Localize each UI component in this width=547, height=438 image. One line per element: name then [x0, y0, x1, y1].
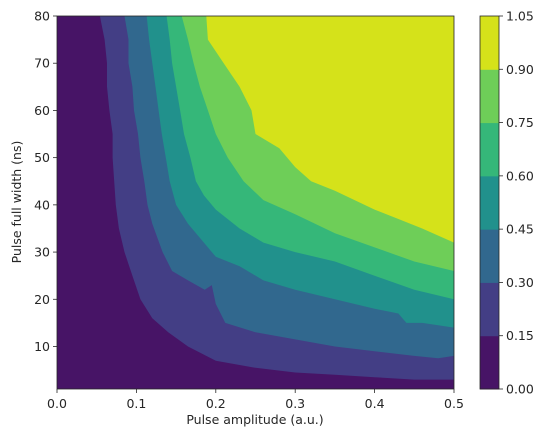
y-axis: 10 20 30 40 50 60 70 80	[34, 9, 57, 354]
x-tick-label: 0.4	[365, 396, 385, 411]
plot-frame	[56, 15, 455, 390]
x-axis-label: Pulse amplitude (a.u.)	[186, 412, 323, 427]
x-tick-label: 0.5	[444, 396, 464, 411]
colorbar-tick-label: 0.15	[506, 328, 534, 343]
y-tick-label: 50	[34, 150, 50, 165]
colorbar-segment	[480, 122, 499, 177]
x-tick-label: 0.0	[47, 396, 67, 411]
colorbar-tick-label: 0.90	[506, 62, 534, 77]
colorbar-tick-label: 1.05	[506, 9, 534, 24]
y-tick-label: 10	[34, 339, 50, 354]
colorbar-segment	[480, 175, 499, 230]
x-axis: 0.0 0.1 0.2 0.3 0.4 0.5	[47, 389, 464, 411]
y-tick-label: 40	[34, 197, 50, 212]
y-tick-label: 20	[34, 292, 50, 307]
colorbar-segment	[480, 282, 499, 337]
colorbar: 0.00 0.15 0.30 0.45 0.60 0.75 0.90 1.05	[479, 9, 534, 397]
x-tick-label: 0.3	[285, 396, 305, 411]
y-tick-label: 80	[34, 9, 50, 24]
colorbar-segment	[480, 335, 499, 390]
y-tick-label: 70	[34, 56, 50, 71]
x-tick-label: 0.1	[126, 396, 146, 411]
colorbar-segment	[480, 69, 499, 124]
colorbar-tick-label: 0.45	[506, 222, 534, 237]
contour-band-0.90-1.05	[206, 16, 454, 243]
y-tick-label: 60	[34, 103, 50, 118]
y-axis-label: Pulse full width (ns)	[9, 141, 24, 264]
colorbar-tick-label: 0.30	[506, 275, 534, 290]
colorbar-tick-label: 0.75	[506, 115, 534, 130]
colorbar-tick-label: 0.60	[506, 168, 534, 183]
x-tick-label: 0.2	[206, 396, 226, 411]
colorbar-segment	[480, 229, 499, 283]
y-tick-label: 30	[34, 245, 50, 260]
colorbar-frame	[479, 15, 500, 390]
colorbar-tick-label: 0.00	[506, 382, 534, 397]
plot-area	[56, 15, 455, 390]
colorbar-segment	[480, 16, 499, 70]
